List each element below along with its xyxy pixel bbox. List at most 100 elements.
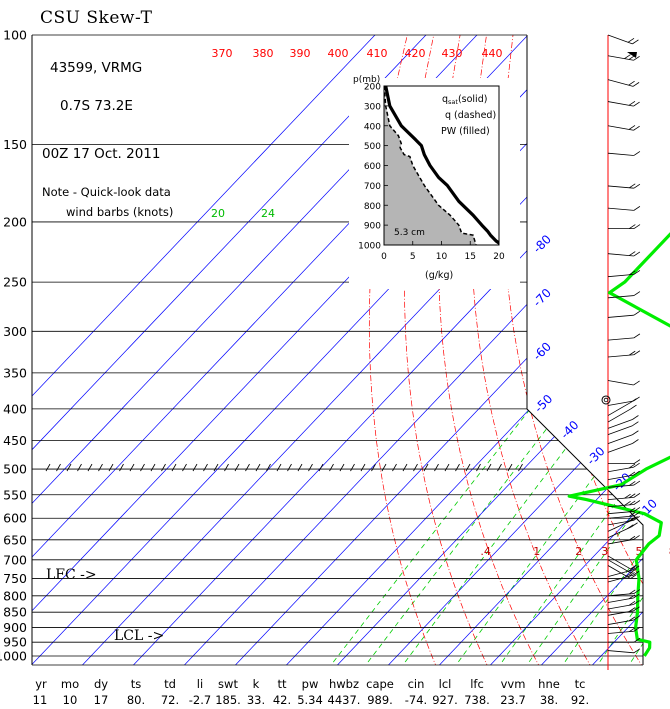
- pressure-tick-label: 700: [3, 552, 27, 567]
- mixing-ratio-label: 3: [601, 545, 608, 558]
- hatch-mark: [87, 463, 93, 472]
- station-label: 43599, VRMG: [50, 60, 142, 76]
- q-dashed-line: [384, 86, 477, 245]
- footer-value: 11: [33, 693, 48, 707]
- hatch-mark: [350, 463, 355, 472]
- footer-value: 33.: [247, 693, 265, 707]
- inset-xtick-label: 5: [410, 252, 416, 262]
- wind-barb-feather: [633, 516, 640, 521]
- hatch-mark: [77, 463, 82, 472]
- wind-barb-feather: [629, 270, 636, 276]
- hatch-mark: [318, 463, 324, 472]
- wind-barb-feather: [633, 535, 640, 540]
- wind-barb-feather: [624, 500, 631, 506]
- wind-barb-feather: [633, 310, 641, 316]
- wind-barb-feather: [633, 55, 640, 61]
- inset-ytick-label: 400: [364, 122, 381, 132]
- wind-barb-feather: [632, 430, 639, 436]
- wind-barb-feather: [632, 439, 639, 444]
- wind-barb-feather: [630, 398, 637, 403]
- wind-barb-feather: [629, 493, 636, 499]
- wind-barb-feather: [633, 589, 641, 594]
- dry-adiabat-line: [532, 35, 643, 665]
- footer-value: 927.: [432, 693, 458, 707]
- mixing-ratio-label: 8: [669, 545, 670, 558]
- wind-barb-feather: [629, 350, 636, 356]
- wind-barb-feather: [633, 600, 640, 605]
- footer-header: yr: [35, 677, 47, 691]
- mixing-ratio-label: .4: [480, 545, 491, 558]
- footer-header: k: [253, 677, 260, 691]
- pressure-tick-label: 600: [3, 511, 27, 526]
- footer-value: 23.7: [500, 693, 526, 707]
- footer-header: lcl: [439, 677, 452, 691]
- footer-header: td: [164, 677, 176, 691]
- lcl-label: LCL ->: [114, 628, 164, 644]
- wind-barb-feather: [629, 183, 636, 189]
- pressure-tick-label: 400: [3, 401, 27, 416]
- pressure-tick-label: 450: [3, 433, 27, 448]
- wind-barb-shaft: [607, 337, 634, 341]
- wind-barb-feather: [628, 80, 635, 86]
- wind-barb-feather: [628, 594, 636, 600]
- isotherm-label: -40: [558, 418, 582, 442]
- mixing-ratio-line: [496, 221, 643, 665]
- dry-adiabat-line: [470, 35, 593, 665]
- hatch-mark: [413, 463, 418, 472]
- wind-barb-feather: [633, 101, 640, 107]
- hatch-mark: [507, 463, 513, 472]
- pressure-tick-label: 650: [3, 532, 27, 547]
- hatch-mark: [339, 463, 345, 472]
- wind-barb-feather: [632, 82, 640, 87]
- wind-barb-shaft: [607, 402, 631, 416]
- wind-barb-shaft: [607, 34, 633, 45]
- hatch-mark: [287, 463, 292, 472]
- wind-pennant: [627, 52, 637, 58]
- wind-barb-shaft: [607, 55, 634, 61]
- isotherm-label: 0: [667, 527, 670, 542]
- wind-barb-feather: [633, 511, 641, 517]
- wind-barb-feather: [633, 333, 641, 339]
- wind-barb-feather: [628, 600, 636, 606]
- inset-ytick-label: 1000: [358, 242, 381, 252]
- isotherm-label: -60: [530, 339, 554, 363]
- wind-barb-feather: [633, 396, 640, 402]
- wind-barb-shaft: [607, 79, 634, 87]
- chart-title: CSU Skew-T: [40, 8, 153, 28]
- wind-barb-feather: [633, 462, 640, 468]
- wind-barb-shaft: [607, 207, 634, 211]
- dry-adiabat-line: [368, 35, 438, 665]
- wind-barb-feather: [629, 589, 636, 595]
- wind-barb-feather: [633, 648, 641, 654]
- inset-ytick-label: 800: [364, 202, 381, 212]
- wind-barb-feather: [632, 39, 639, 45]
- hatch-mark: [224, 463, 229, 472]
- wind-barb-feather: [628, 607, 636, 612]
- inset-ytick-label: 200: [364, 83, 381, 93]
- wind-barb-feather: [633, 183, 641, 189]
- hatch-mark: [360, 463, 366, 472]
- wind-barb-feather: [630, 564, 637, 570]
- pressure-tick-label: 100: [3, 28, 27, 43]
- wind-barb-feather: [624, 493, 631, 499]
- hatch-mark: [497, 463, 502, 472]
- inset-legend-pw: PW (filled): [441, 126, 490, 137]
- pressure-tick-label: 550: [3, 487, 27, 502]
- hatch-mark: [444, 463, 450, 472]
- isotherm-line: [435, 35, 643, 665]
- wind-barb-feather: [628, 463, 636, 469]
- wind-barb-feather: [628, 572, 635, 577]
- isotherm-label: -70: [530, 286, 554, 310]
- inset-pw-value: 5.3 cm: [394, 228, 425, 238]
- hatch-mark: [203, 463, 208, 472]
- pressure-tick-label: 850: [3, 605, 27, 620]
- inset-ytick-label: 600: [364, 162, 381, 172]
- wind-barb-feather: [629, 512, 636, 517]
- wind-barb-feather: [630, 574, 637, 579]
- footer-value: 989.: [367, 693, 393, 707]
- footer-header: vvm: [501, 677, 526, 691]
- wind-barb-feather: [629, 507, 636, 513]
- footer-value: 72.: [161, 693, 179, 707]
- wind-barb-feather: [631, 522, 638, 528]
